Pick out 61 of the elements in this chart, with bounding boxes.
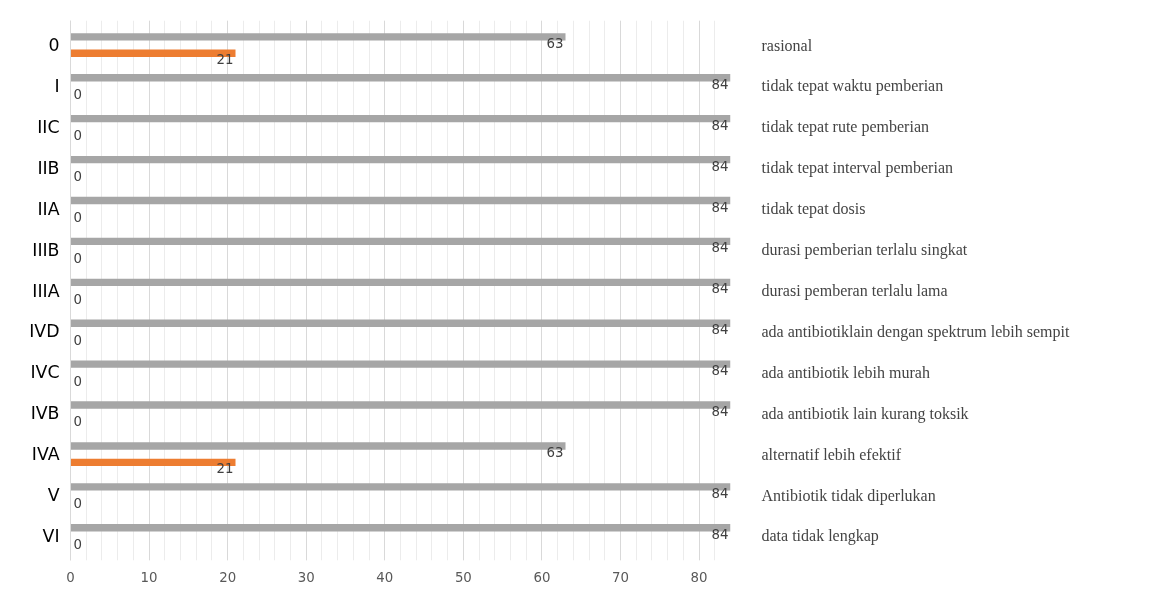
y-tick-label: IVD — [29, 321, 60, 342]
text: rasional — [761, 36, 813, 54]
y-tick-label: IVC — [30, 362, 60, 383]
data-label: 84 — [711, 322, 729, 338]
data-label: 84 — [711, 240, 729, 256]
data-label: 0 — [73, 332, 82, 348]
data-label: 84 — [711, 76, 729, 92]
x-tick-label: 0 — [66, 569, 75, 585]
x-tick-label: 70 — [612, 569, 629, 585]
x-tick-label: 30 — [297, 569, 315, 585]
text: alternatif lebih efektif — [761, 445, 902, 463]
data-label: 0 — [73, 128, 82, 144]
y-tick-label: V — [47, 485, 60, 506]
data-label: 84 — [711, 363, 729, 379]
text: durasi pemberan terlalu lama — [761, 282, 948, 300]
x-tick-label: 20 — [219, 569, 237, 585]
data-label: 84 — [711, 117, 729, 133]
data-label: 63 — [546, 35, 564, 51]
text: data tidak lengkap — [761, 527, 879, 546]
data-label: 0 — [73, 87, 82, 103]
text: tidak tepat rute pemberian — [761, 118, 929, 137]
data-label: 84 — [711, 404, 729, 420]
data-label: 21 — [216, 461, 234, 477]
text: ada antibiotik lebih murah — [761, 363, 930, 381]
y-tick-label: IVA — [31, 444, 60, 465]
y-tick-label: IIIA — [32, 280, 60, 301]
data-label: 0 — [73, 537, 82, 553]
text: tidak tepat waktu pemberian — [761, 77, 944, 96]
x-tick-label: 10 — [140, 569, 158, 585]
data-label: 84 — [711, 158, 729, 174]
text: tidak tepat dosis — [761, 200, 866, 219]
y-tick-label: VI — [42, 525, 60, 546]
data-label: 0 — [73, 168, 82, 184]
y-tick-label: I — [54, 75, 60, 96]
data-label: 63 — [546, 444, 564, 460]
y-tick-label: IIC — [37, 116, 60, 137]
data-label: 84 — [711, 199, 729, 215]
text: durasi pemberian terlalu singkat — [761, 241, 968, 260]
y-tick-label: IIB — [37, 157, 60, 178]
data-label: 0 — [73, 291, 82, 307]
data-label: 0 — [73, 496, 82, 512]
data-label: 84 — [711, 281, 729, 297]
x-tick-label: 80 — [690, 569, 708, 585]
y-tick-label: IIA — [37, 198, 60, 219]
y-tick-label: IVB — [30, 403, 60, 424]
data-label: 0 — [73, 250, 82, 266]
text: Antibiotik tidak diperlukan — [761, 486, 936, 505]
data-label: 0 — [73, 414, 82, 430]
x-tick-label: 50 — [454, 569, 472, 585]
data-label: 21 — [216, 52, 234, 68]
y-tick-label: IIIB — [32, 239, 60, 260]
data-label: 84 — [711, 526, 729, 542]
data-label: 0 — [73, 209, 82, 225]
text: ada antibiotik lain kurang toksik — [761, 404, 969, 423]
data-label: 0 — [73, 373, 82, 389]
text: ada antibiotiklain dengan spektrum lebih sempit — [761, 322, 1070, 341]
x-tick-label: 60 — [533, 569, 551, 585]
data-label: 84 — [711, 485, 729, 501]
y-tick-label: 0 — [48, 35, 60, 56]
text: tidak tepat interval pemberian — [761, 159, 953, 178]
x-tick-label: 40 — [376, 569, 394, 585]
